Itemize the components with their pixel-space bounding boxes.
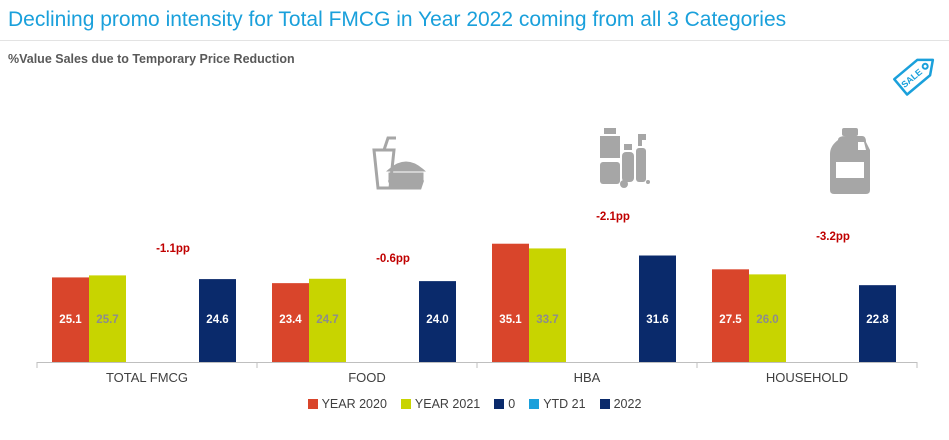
bar-year-2021-2 xyxy=(529,248,566,362)
legend-item: 0 xyxy=(494,397,515,411)
legend-swatch xyxy=(307,399,318,409)
sale-tag-icon: SALE xyxy=(893,58,935,96)
data-label: 33.7 xyxy=(536,314,558,326)
detergent-bottle-icon xyxy=(830,128,870,194)
change-annotation: -1.1pp xyxy=(156,243,190,255)
data-label: 24.7 xyxy=(316,314,338,326)
bar-year-2020-1 xyxy=(272,283,309,362)
legend-label: YEAR 2020 xyxy=(321,397,387,411)
bar-year-2020-2 xyxy=(492,243,529,362)
data-label: 35.1 xyxy=(499,314,522,326)
legend-swatch xyxy=(529,399,540,409)
bar-year-2021-1 xyxy=(309,278,346,362)
bar-year-2020-3 xyxy=(712,269,749,362)
bar-year-2020-0 xyxy=(52,277,89,362)
data-label: 24.6 xyxy=(206,314,228,326)
data-label: 31.6 xyxy=(646,314,668,326)
change-annotation: -2.1pp xyxy=(596,211,630,223)
category-label: HOUSEHOLD xyxy=(766,370,848,385)
fast-food-icon xyxy=(372,136,426,190)
category-label: FOOD xyxy=(348,370,386,385)
legend-label: YTD 21 xyxy=(543,397,586,411)
bar-year-2021-0 xyxy=(89,275,126,362)
legend-swatch xyxy=(400,399,411,409)
legend-label: 0 xyxy=(508,397,516,411)
legend-item: YEAR 2020 xyxy=(307,397,387,411)
category-label: TOTAL FMCG xyxy=(106,370,188,385)
data-label: 27.5 xyxy=(719,314,742,326)
bar-2022-3 xyxy=(859,285,896,362)
legend-item: YEAR 2021 xyxy=(400,397,481,411)
chart-subtitle: %Value Sales due to Temporary Price Redu… xyxy=(8,52,295,66)
change-annotation: -3.2pp xyxy=(816,231,850,243)
bar-2022-1 xyxy=(419,281,456,362)
legend-swatch xyxy=(494,399,505,409)
change-annotation: -0.6pp xyxy=(376,253,410,265)
legend-label: 2022 xyxy=(613,397,642,411)
title-divider xyxy=(0,40,949,41)
data-label: 25.1 xyxy=(59,314,82,326)
legend-label: YEAR 2021 xyxy=(414,397,481,411)
page-title: Declining promo intensity for Total FMCG… xyxy=(8,8,787,31)
data-label: 22.8 xyxy=(866,314,889,326)
legend-item: YTD 21 xyxy=(529,397,586,411)
data-label: 24.0 xyxy=(426,314,448,326)
bar-2022-0 xyxy=(199,279,236,362)
bar-2022-2 xyxy=(639,255,676,362)
data-label: 23.4 xyxy=(279,314,302,326)
data-label: 26.0 xyxy=(756,314,778,326)
legend-swatch xyxy=(599,399,610,409)
bar-year-2021-3 xyxy=(749,274,786,362)
data-label: 25.7 xyxy=(96,314,118,326)
legend-item: 2022 xyxy=(599,397,642,411)
category-label: HBA xyxy=(574,370,601,385)
chart-legend: YEAR 2020 YEAR 2021 0 YTD 21 2022 xyxy=(0,397,949,411)
toiletries-icon xyxy=(600,128,650,188)
